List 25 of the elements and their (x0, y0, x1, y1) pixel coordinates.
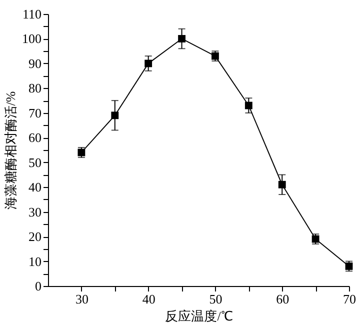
y-tick-label: 40 (28, 180, 42, 195)
y-tick-label: 70 (28, 105, 42, 120)
point (144, 60, 152, 68)
point (278, 180, 286, 188)
point (111, 112, 119, 120)
y-tick-label: 20 (28, 229, 42, 244)
y-tick-label: 0 (35, 278, 42, 294)
x-tick-label: 50 (209, 292, 222, 306)
x-tick-label: 70 (343, 292, 356, 306)
y-axis-title: 海藻糖酶相对酶活/% (3, 91, 18, 210)
point (178, 35, 186, 42)
y-tick-label: 50 (28, 154, 42, 170)
y-tick-label: 80 (28, 80, 42, 96)
point (244, 102, 252, 110)
y-tick-label: 90 (28, 56, 42, 71)
y-tick-label: 60 (28, 130, 42, 146)
y-tick-label: 100 (22, 31, 42, 46)
y-tick-label: 30 (28, 204, 42, 220)
y-tick-label: 10 (28, 254, 42, 269)
point (345, 262, 353, 270)
x-axis-title: 反应温度/℃ (165, 308, 233, 324)
y-tick-label: 110 (22, 6, 42, 22)
x-tick-label: 60 (276, 292, 290, 306)
x-tick-label: 30 (75, 292, 88, 306)
x-tick-label: 40 (142, 292, 156, 306)
